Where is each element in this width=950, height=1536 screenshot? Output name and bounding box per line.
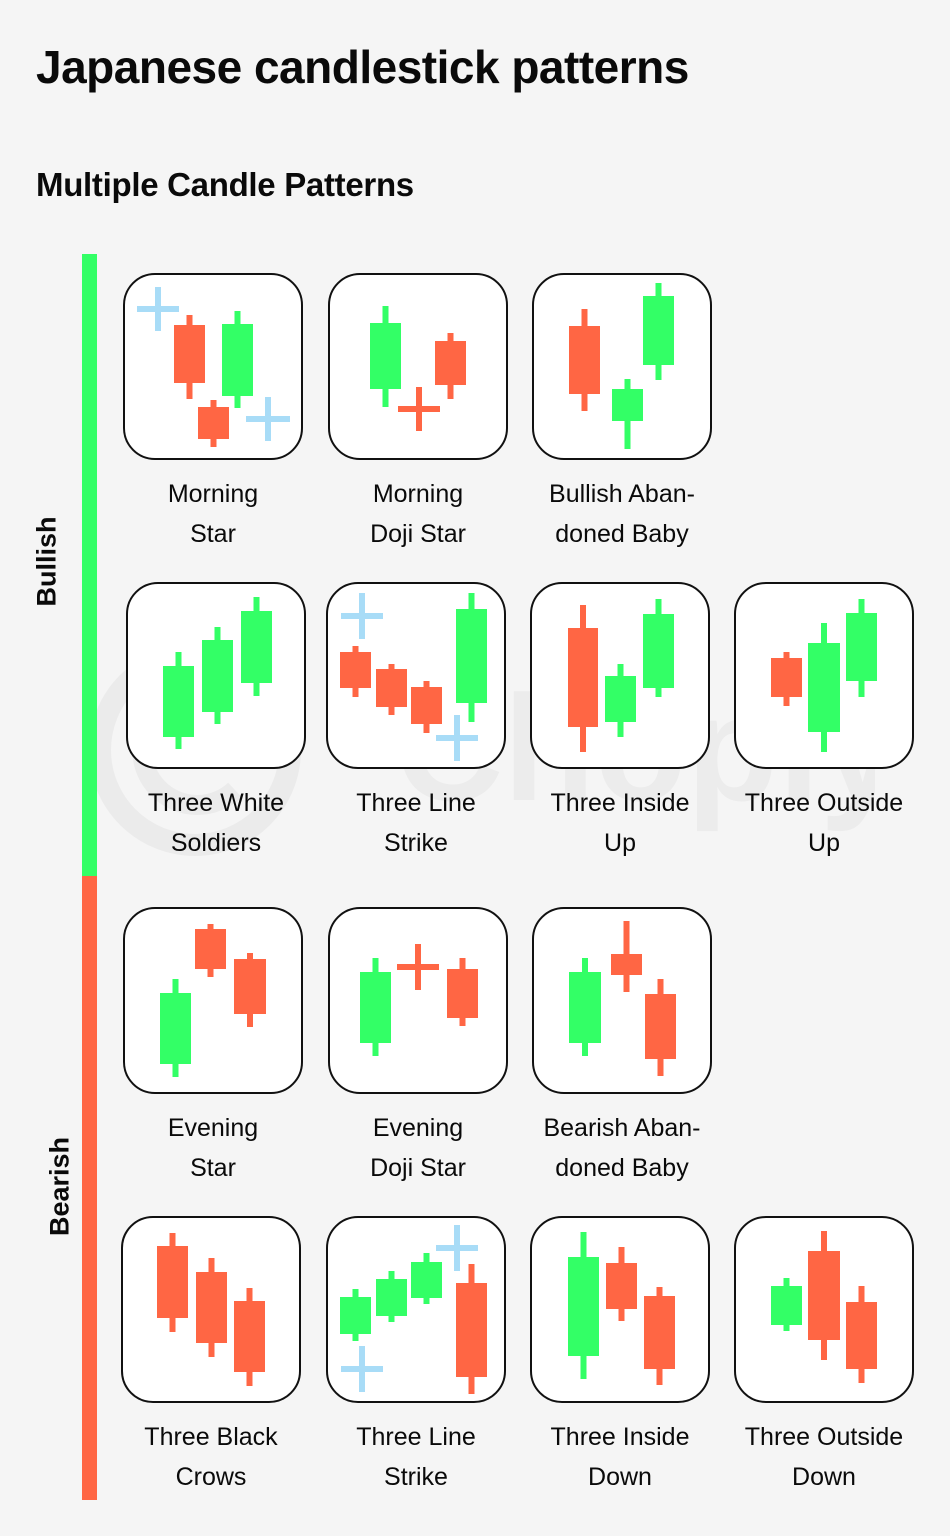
bullish-section-bar <box>82 254 97 876</box>
pattern-label: Evening Doji Star <box>370 1114 466 1182</box>
pattern-card-three-white-soldiers <box>126 582 306 769</box>
pattern-label: Morning Doji Star <box>370 480 466 548</box>
pattern-label: Three Outside Down <box>744 1423 904 1491</box>
bullish-section-label: Bullish <box>31 516 62 607</box>
candlestick-diagram <box>568 1232 675 1385</box>
bullish-candle-icon <box>643 283 674 380</box>
bearish-candle-icon <box>157 1233 188 1332</box>
pattern-label: Three Inside Up <box>550 789 690 857</box>
candlestick-diagram <box>771 1231 877 1383</box>
bearish-candle-icon <box>456 1264 487 1394</box>
pattern-label: Three Inside Down <box>550 1423 690 1491</box>
bullish-candle-icon <box>411 1253 442 1304</box>
pattern-card-three-inside-up <box>530 582 710 769</box>
marker-cross-icon <box>436 715 478 761</box>
candlestick-diagram <box>370 306 466 431</box>
bearish-candle-icon <box>846 1286 877 1383</box>
marker-cross-icon <box>341 1346 383 1392</box>
bearish-candle-icon <box>411 681 442 733</box>
pattern-card-three-inside-down <box>530 1216 710 1403</box>
bullish-candle-icon <box>340 1289 371 1341</box>
pattern-label: Three Black Crows <box>144 1423 278 1491</box>
bearish-candle-icon <box>606 1247 637 1321</box>
pattern-card-bullish-abandoned-baby <box>532 273 712 460</box>
candlestick-diagram <box>360 944 478 1056</box>
bearish-section-bar <box>82 876 97 1500</box>
pattern-label: Three White Soldiers <box>147 789 285 857</box>
candlestick-diagram <box>160 924 266 1077</box>
bearish-candle-icon <box>196 1258 227 1357</box>
bullish-candle-icon <box>202 627 233 724</box>
pattern-card-three-outside-down <box>734 1216 914 1403</box>
bearish-candle-icon <box>447 958 478 1026</box>
bearish-candle-icon <box>234 953 266 1027</box>
bullish-candle-icon <box>643 599 674 697</box>
bearish-candle-icon <box>198 400 229 447</box>
pattern-label: Morning Star <box>167 480 259 548</box>
candlestick-diagram <box>157 1233 265 1386</box>
pattern-card-three-black-crows <box>121 1216 301 1403</box>
bullish-candle-icon <box>222 311 253 408</box>
bullish-candle-icon <box>360 958 391 1056</box>
pattern-card-three-line-strike-bullish <box>326 582 506 769</box>
bullish-candle-icon <box>605 664 636 737</box>
bullish-candle-icon <box>370 306 401 407</box>
bearish-candle-icon <box>568 605 598 752</box>
bullish-candle-icon <box>612 379 643 449</box>
doji-cross-icon <box>397 944 439 990</box>
bearish-candle-icon <box>644 1287 675 1385</box>
page-title: Japanese candlestick patterns <box>36 41 689 93</box>
bullish-candle-icon <box>568 1232 599 1379</box>
candlestick-diagram <box>771 599 877 752</box>
bearish-candle-icon <box>195 924 226 977</box>
bullish-candle-icon <box>160 979 191 1077</box>
pattern-card-three-line-strike-bearish <box>326 1216 506 1403</box>
pattern-label: Three Line Strike <box>356 789 476 857</box>
bearish-candle-icon <box>376 664 407 715</box>
bearish-candle-icon <box>174 315 205 399</box>
bullish-candle-icon <box>376 1271 407 1322</box>
marker-cross-icon <box>137 287 179 331</box>
pattern-card-evening-doji-star <box>328 907 508 1094</box>
pattern-card-bearish-abandoned-baby <box>532 907 712 1094</box>
bearish-section-label: Bearish <box>44 1136 75 1237</box>
pattern-card-morning-doji-star <box>328 273 508 460</box>
candlestick-diagram <box>569 921 676 1076</box>
candlestick-diagram <box>340 1225 487 1394</box>
section-subtitle: Multiple Candle Patterns <box>36 166 414 203</box>
pattern-label: Bullish Aban- doned Baby <box>549 480 695 548</box>
pattern-label: Evening Star <box>167 1114 259 1182</box>
candlestick-diagram <box>340 593 487 761</box>
bearish-candle-icon <box>808 1231 840 1360</box>
bearish-candle-icon <box>435 333 466 399</box>
bullish-candle-icon <box>241 597 272 696</box>
pattern-label: Bearish Aban- doned Baby <box>543 1114 701 1182</box>
pattern-label: Three Line Strike <box>356 1423 476 1491</box>
bearish-candle-icon <box>611 921 642 992</box>
candlestick-diagram <box>568 599 674 752</box>
candlestick-diagram <box>137 287 290 447</box>
pattern-label: Three Outside Up <box>744 789 904 857</box>
bearish-candle-icon <box>569 309 600 411</box>
marker-cross-icon <box>436 1225 478 1271</box>
bearish-candle-icon <box>234 1288 265 1386</box>
pattern-card-morning-star <box>123 273 303 460</box>
marker-cross-icon <box>341 593 383 639</box>
candlestick-diagram <box>569 283 674 449</box>
bullish-candle-icon <box>163 652 194 749</box>
bullish-candle-icon <box>846 599 877 697</box>
bullish-candle-icon <box>569 958 601 1056</box>
bullish-candle-icon <box>808 623 840 752</box>
bearish-candle-icon <box>340 646 371 697</box>
bullish-candle-icon <box>771 1278 802 1331</box>
marker-cross-icon <box>246 397 290 441</box>
candlestick-diagram <box>163 597 272 749</box>
pattern-card-three-outside-up <box>734 582 914 769</box>
bullish-candle-icon <box>456 593 487 722</box>
bearish-candle-icon <box>771 652 802 706</box>
doji-cross-icon <box>398 387 440 431</box>
bearish-candle-icon <box>645 979 676 1076</box>
pattern-card-evening-star <box>123 907 303 1094</box>
